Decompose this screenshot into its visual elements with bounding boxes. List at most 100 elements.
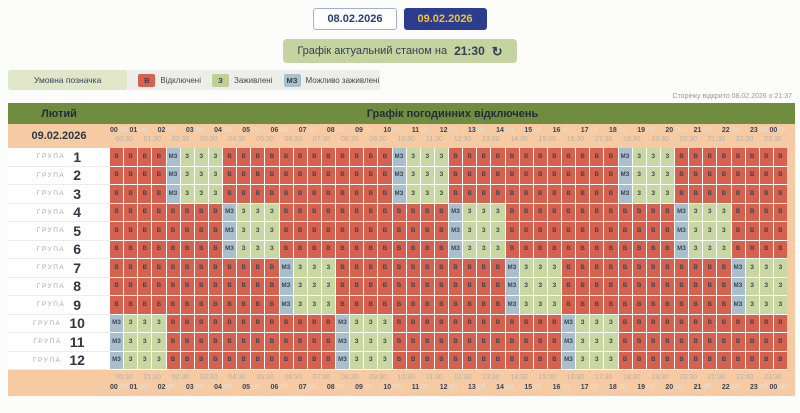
schedule-cell: В — [759, 222, 773, 240]
refresh-icon[interactable]: ↻ — [491, 43, 503, 59]
time-label-hour: 23:00 — [750, 384, 768, 391]
schedule-cell: З — [632, 148, 646, 166]
legend-title: Умовна позначка — [8, 70, 128, 90]
schedule-cell: В — [745, 333, 759, 351]
schedule-cell: В — [449, 259, 463, 277]
group-row: ГРУПА 10 МЗ З З З В В В В В В В В В В В В МЗ З З З В В В В В В В В В В В… — [8, 314, 795, 333]
schedule-cell: МЗ — [223, 240, 237, 258]
schedule-cell: В — [519, 222, 533, 240]
schedule-cell: В — [491, 259, 505, 277]
schedule-cell: В — [449, 148, 463, 166]
schedule-cell: В — [124, 240, 138, 258]
schedule-cell: В — [350, 259, 364, 277]
schedule-cell: В — [604, 166, 618, 184]
schedule-cell: З — [138, 333, 152, 351]
schedule-cell: В — [660, 203, 674, 221]
schedule-cell: В — [604, 240, 618, 258]
schedule-cell: В — [166, 333, 180, 351]
schedule-cell: В — [138, 259, 152, 277]
schedule-cell: В — [632, 203, 646, 221]
schedule-cell: В — [773, 314, 787, 332]
schedule-cell: В — [420, 333, 434, 351]
schedule-cell: МЗ — [731, 259, 745, 277]
schedule-cell: В — [208, 296, 222, 314]
schedule-cell: З — [759, 277, 773, 295]
group-row: ГРУПА 6 В В В В В В В В МЗ З З З В В В В В В В В В В В В МЗ З З З В В В В… — [8, 240, 795, 259]
schedule-cell: В — [420, 277, 434, 295]
schedule-cell: В — [364, 296, 378, 314]
schedule-cell: В — [434, 240, 448, 258]
time-footer: 00:00 01:00 02:00 03:00 04:00 05:00 06:00 07:00… — [8, 370, 795, 396]
schedule-cell: В — [675, 259, 689, 277]
schedule-cell: В — [307, 314, 321, 332]
schedule-cell: В — [307, 240, 321, 258]
time-label-half: 17:30 — [594, 136, 613, 143]
schedule-cell: В — [618, 259, 632, 277]
schedule-cell: З — [660, 148, 674, 166]
time-footer-strip: 00:00 01:00 02:00 03:00 04:00 05:00 06:00 07:00… — [110, 370, 787, 396]
schedule-cell: В — [547, 185, 561, 203]
date-tab-08-02-2026[interactable]: 08.02.2026 — [313, 8, 397, 30]
time-label-half: 08:30 — [341, 136, 359, 143]
schedule-cell: В — [251, 351, 265, 369]
group-cell: ГРУПА 10 — [8, 314, 110, 333]
schedule-cell: В — [110, 166, 124, 184]
schedule-cell: В — [675, 333, 689, 351]
schedule-cell: В — [689, 277, 703, 295]
schedule-cell: В — [519, 240, 533, 258]
time-label-half: 00:30 — [115, 136, 133, 143]
schedule-cell: В — [434, 314, 448, 332]
schedule-cell: В — [703, 185, 717, 203]
time-label-half: 12:30 — [453, 136, 472, 143]
schedule-cell: В — [293, 333, 307, 351]
schedule-cell: В — [547, 166, 561, 184]
time-label-half: 04:30 — [228, 136, 246, 143]
schedule-cell: З — [477, 222, 491, 240]
schedule-cell: В — [194, 203, 208, 221]
time-label-half: 05:30 — [256, 136, 274, 143]
schedule-cell: В — [152, 222, 166, 240]
schedule-cell: В — [180, 314, 194, 332]
schedule-cell: З — [689, 240, 703, 258]
date-tab-09-02-2026[interactable]: 09.02.2026 — [403, 8, 487, 30]
group-number: 10 — [69, 315, 85, 332]
schedule-cell: З — [138, 351, 152, 369]
schedule-cell: З — [180, 166, 194, 184]
time-label-hour: 10:00 — [383, 384, 401, 391]
group-number: 4 — [73, 204, 82, 221]
time-label-hour: 00:00 — [769, 384, 787, 391]
time-label-hour: 01:00 — [129, 127, 147, 134]
schedule-cell: В — [519, 351, 533, 369]
schedule-cell: З — [477, 203, 491, 221]
group-row: ГРУПА 4 В В В В В В В В МЗ З З З В В В В В В В В В В В В МЗ З З З В В В В… — [8, 203, 795, 222]
schedule-cell: МЗ — [618, 185, 632, 203]
table-title: Графік погодинних відключень — [366, 107, 539, 120]
schedule-cell: В — [350, 203, 364, 221]
schedule-cell: В — [533, 351, 547, 369]
schedule-cell: В — [350, 185, 364, 203]
time-label-hour: 06:00 — [270, 384, 289, 391]
schedule-cell: В — [675, 148, 689, 166]
schedule-cell: В — [265, 333, 279, 351]
schedule-cell: В — [364, 277, 378, 295]
schedule-cell: В — [660, 296, 674, 314]
schedule-cell: В — [449, 351, 463, 369]
schedule-cell: В — [463, 277, 477, 295]
schedule-cell: В — [392, 277, 406, 295]
schedule-cell: В — [533, 203, 547, 221]
schedule-cell: З — [180, 148, 194, 166]
time-label-half: 09:30 — [369, 374, 387, 381]
schedule-cell: В — [110, 148, 124, 166]
group-cells: МЗ З З З В В В В В В В В В В В В МЗ З З З В В В В В В В В В В В В МЗ З З З В… — [110, 351, 787, 370]
schedule-cell: В — [745, 185, 759, 203]
group-cell: ГРУПА 4 — [8, 203, 110, 222]
legend-item-on: З Заживлені — [212, 73, 273, 87]
schedule-cell: МЗ — [505, 277, 519, 295]
schedule-cell: В — [364, 259, 378, 277]
schedule-cell: З — [576, 314, 590, 332]
group-row: ГРУПА 11 МЗ З З З В В В В В В В В В В В В МЗ З З З В В В В В В В В В В В… — [8, 333, 795, 352]
schedule-cell: З — [491, 203, 505, 221]
time-label-hour: 00:00 — [110, 384, 128, 391]
time-label-half: 02:30 — [171, 374, 190, 381]
schedule-cell: МЗ — [223, 203, 237, 221]
